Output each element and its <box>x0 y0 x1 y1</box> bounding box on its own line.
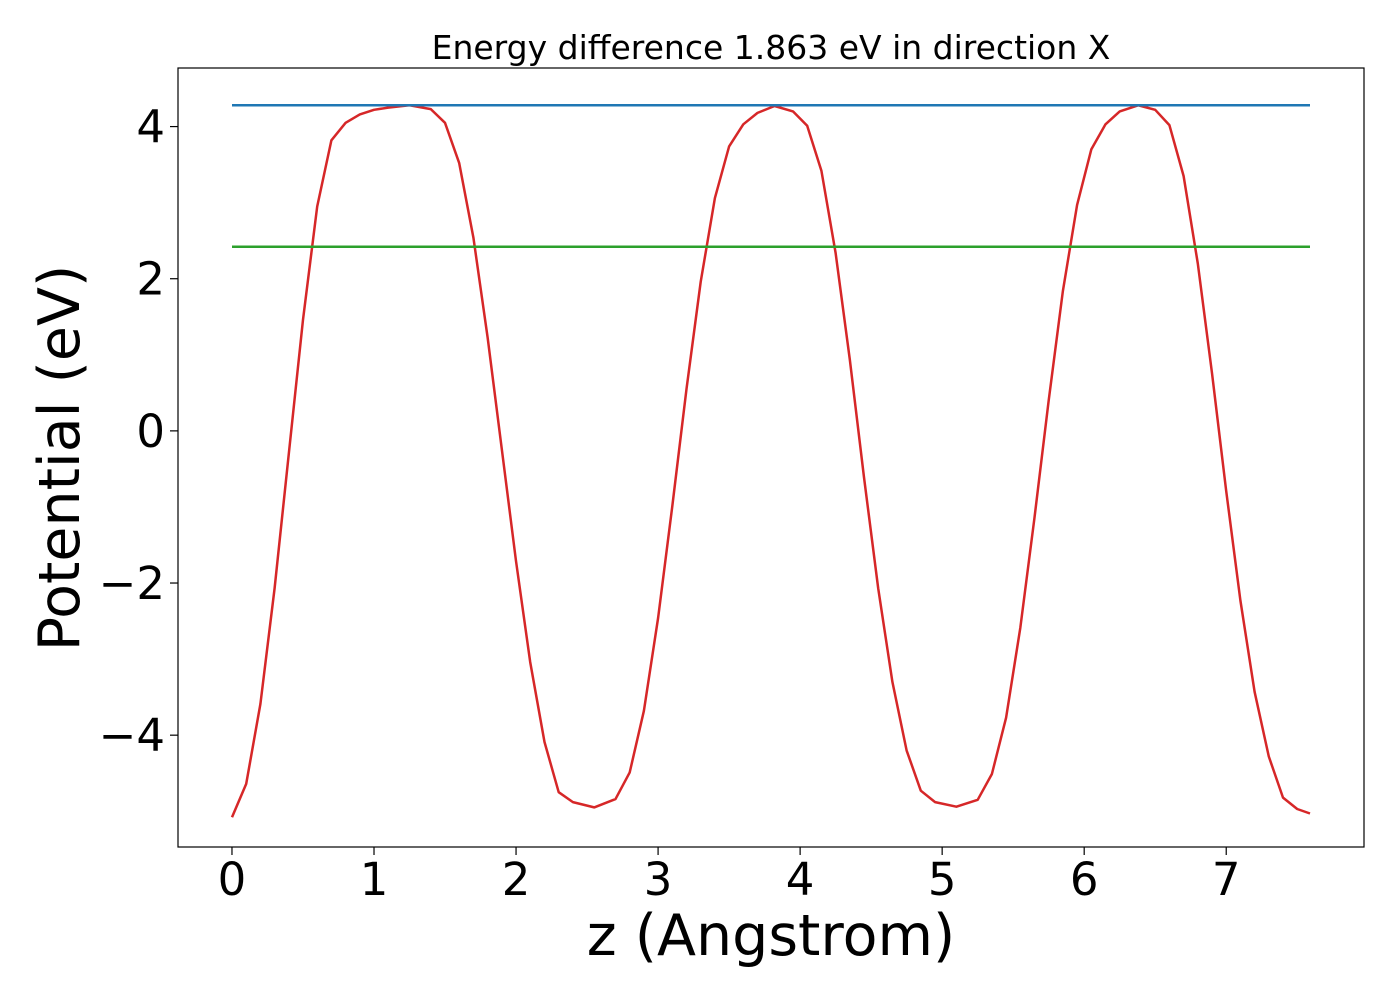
plot-area-frame <box>177 67 1365 848</box>
y-tick-label: −4 <box>99 709 165 762</box>
x-axis: 0 1 2 3 4 5 6 7 <box>218 847 1241 906</box>
x-tick-label: 5 <box>928 853 957 906</box>
y-tick-label: 4 <box>136 101 165 154</box>
x-tick-label: 3 <box>644 853 673 906</box>
y-axis: −4 −2 0 2 4 <box>99 101 178 762</box>
x-tick-label: 1 <box>360 853 389 906</box>
series-layer <box>230 104 1311 818</box>
x-tick-label: 2 <box>502 853 531 906</box>
x-tick-label: 6 <box>1070 853 1099 906</box>
x-tick-label: 7 <box>1212 853 1241 906</box>
y-axis-label: Potential (eV) <box>27 265 93 651</box>
y-tick-label: 2 <box>136 253 165 306</box>
y-tick-label: −2 <box>99 557 165 610</box>
x-axis-label: z (Angstrom) <box>587 903 955 969</box>
chart-title: Energy difference 1.863 eV in direction … <box>432 28 1111 67</box>
x-tick-label: 4 <box>786 853 815 906</box>
x-tick-label: 0 <box>218 853 247 906</box>
y-tick-label: 0 <box>136 405 165 458</box>
